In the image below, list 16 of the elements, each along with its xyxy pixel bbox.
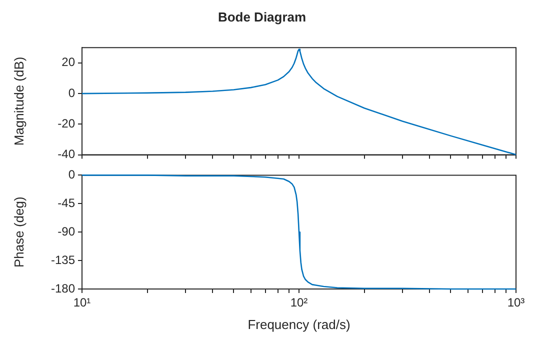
y-tick-label: -135 [50,252,76,267]
x-tick-label: 10³ [507,296,525,310]
y-axis-title: Phase (deg) [11,196,26,268]
y-tick-label: -40 [58,147,76,162]
x-tick-label: 10² [290,296,308,310]
y-tick-label: 0 [68,168,76,182]
y-tick-label: -180 [50,281,76,296]
y-tick-label: 20 [62,55,76,70]
y-tick-label: -45 [58,196,76,210]
y-tick-label: -20 [58,116,76,130]
y-axis-title: Magnitude (dB) [11,56,26,146]
x-tick-label: 10¹ [73,296,91,310]
chart-title: Bode Diagram [218,9,306,24]
y-tick-label: -90 [58,224,76,238]
x-axis-title: Frequency (rad/s) [248,316,350,332]
y-tick-label: 0 [68,86,76,100]
